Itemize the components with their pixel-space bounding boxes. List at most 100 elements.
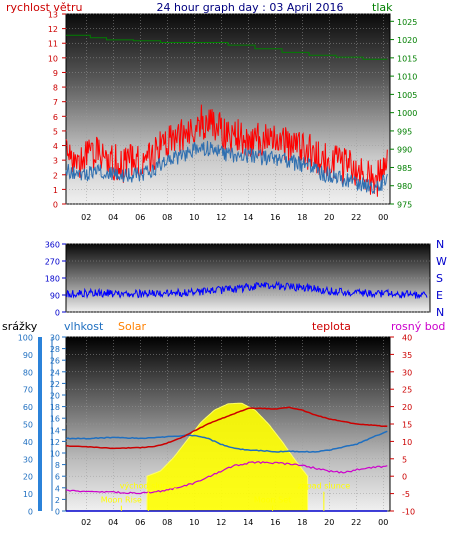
rain-tick-label: 40 (23, 438, 33, 447)
hour-tick-label: 06 (135, 518, 145, 527)
pressure-tick-label: 1025 (397, 18, 417, 27)
compass-label: E (436, 289, 443, 302)
wind-direction-series (65, 280, 428, 300)
humidity-series (65, 430, 388, 453)
hour-tick-label: 02 (81, 518, 91, 527)
hour-tick-label: 20 (324, 213, 334, 222)
humidity-axis-title: vlhkost (64, 320, 104, 333)
pressure-tick-label: 1015 (397, 54, 417, 63)
temperature-tick-label: 20 (402, 403, 412, 412)
temperature-tick-label: 5 (402, 455, 407, 464)
hour-tick-label: 18 (297, 518, 307, 527)
humidity-tick-label: 14 (50, 426, 60, 435)
rain-tick-label: 100 (18, 334, 33, 343)
hour-tick-label: 08 (162, 518, 172, 527)
wind-tick-label: 10 (48, 54, 58, 63)
rain-axis-bar (38, 337, 42, 511)
pressure-axis-title: tlak (372, 1, 393, 14)
hour-tick-label: 22 (351, 518, 361, 527)
wind-tick-label: 4 (53, 142, 58, 151)
wind-gust-series (65, 104, 388, 197)
direction-tick-label: 90 (50, 292, 60, 301)
temperature-series (65, 406, 388, 450)
hour-tick-label: 04 (108, 213, 118, 222)
wind-tick-label: 8 (53, 84, 58, 93)
pressure-tick-label: 975 (397, 201, 412, 210)
pressure-tick-label: 1010 (397, 73, 417, 82)
pressure-tick-label: 1020 (397, 36, 417, 45)
solar-area (146, 402, 309, 512)
hour-tick-label: 00 (378, 213, 388, 222)
compass-label: N (436, 306, 444, 319)
hour-tick-label: 04 (108, 518, 118, 527)
direction-tick-label: 270 (45, 258, 60, 267)
wind-tick-label: 11 (48, 40, 58, 49)
humidity-tick-label: 16 (50, 415, 60, 424)
pressure-tick-label: 990 (397, 146, 412, 155)
temperature-tick-label: -10 (402, 508, 415, 517)
rain-tick-label: 90 (23, 351, 33, 360)
humidity-tick-label: 22 (50, 380, 60, 389)
rain-axis-title: srážky (2, 320, 38, 333)
hour-tick-label: 14 (243, 518, 253, 527)
humidity-tick-label: 18 (50, 403, 60, 412)
hour-tick-label: 22 (351, 213, 361, 222)
wind-tick-label: 13 (48, 11, 58, 20)
temperature-axis-title: teplota (312, 320, 351, 333)
hour-tick-label: 16 (270, 213, 280, 222)
event-annotation: Moon Rise (101, 496, 142, 505)
hour-tick-label: 18 (297, 213, 307, 222)
hour-tick-label: 12 (216, 518, 226, 527)
humidity-tick-label: 6 (55, 473, 60, 482)
pressure-tick-label: 1005 (397, 91, 417, 100)
hour-tick-label: 02 (81, 213, 91, 222)
hour-tick-label: 08 (162, 213, 172, 222)
rain-tick-label: 70 (23, 386, 33, 395)
temperature-tick-label: 0 (402, 473, 407, 482)
rain-tick-label: 10 (23, 490, 33, 499)
wind-tick-label: 0 (53, 201, 58, 210)
humidity-tick-label: 8 (55, 461, 60, 470)
event-annotation: západ slunce (298, 482, 351, 491)
humidity-tick-label: 30 (50, 334, 60, 343)
wind-average-series (65, 140, 388, 195)
rain-tick-label: 80 (23, 368, 33, 377)
temperature-tick-label: 15 (402, 421, 412, 430)
wind-axis-title: rychlost větru (6, 1, 82, 14)
humidity-tick-label: 12 (50, 438, 60, 447)
humidity-tick-label: 28 (50, 345, 60, 354)
temperature-tick-label: 30 (402, 368, 412, 377)
rain-tick-label: 50 (23, 421, 33, 430)
wind-tick-label: 2 (53, 171, 58, 180)
temperature-tick-label: 10 (402, 438, 412, 447)
pressure-tick-label: 995 (397, 127, 412, 136)
solar-legend-label: Solar (118, 320, 147, 333)
humidity-tick-label: 4 (55, 484, 60, 493)
wind-tick-label: 5 (53, 127, 58, 136)
pressure-series (66, 34, 388, 60)
compass-label: W (436, 255, 447, 268)
rain-tick-label: 0 (28, 508, 33, 517)
hour-tick-label: 14 (243, 213, 253, 222)
hour-tick-label: 06 (135, 213, 145, 222)
humidity-tick-label: 2 (55, 496, 60, 505)
hour-tick-label: 16 (270, 518, 280, 527)
dew-point-series (65, 461, 388, 495)
humidity-tick-label: 0 (55, 508, 60, 517)
humidity-tick-label: 26 (50, 357, 60, 366)
hour-tick-label: 10 (189, 213, 199, 222)
wind-tick-label: 7 (53, 98, 58, 107)
direction-tick-label: 360 (45, 241, 60, 250)
pressure-tick-label: 985 (397, 164, 412, 173)
wind-tick-label: 6 (53, 113, 58, 122)
temperature-tick-label: 35 (402, 351, 412, 360)
rain-tick-label: 30 (23, 455, 33, 464)
humidity-tick-label: 24 (50, 368, 60, 377)
chart-title: 24 hour graph day : 03 April 2016 (157, 1, 344, 14)
temperature-tick-label: -5 (402, 490, 410, 499)
compass-label: S (436, 272, 443, 285)
event-annotation: Moon Set (254, 496, 291, 505)
hour-tick-label: 20 (324, 518, 334, 527)
hour-tick-label: 10 (189, 518, 199, 527)
